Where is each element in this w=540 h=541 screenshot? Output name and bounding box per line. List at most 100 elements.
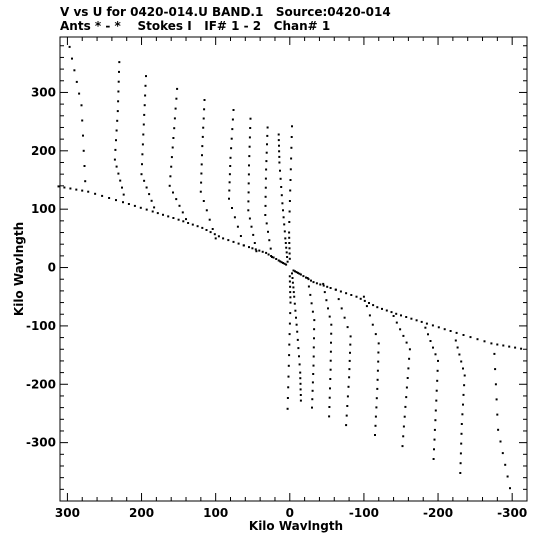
uv-point	[288, 242, 291, 244]
uv-point	[345, 424, 348, 427]
uv-point	[200, 172, 203, 175]
uv-point	[172, 191, 174, 194]
uv-point	[392, 315, 395, 317]
uv-point	[395, 312, 398, 315]
uv-point	[170, 156, 173, 159]
uv-point	[68, 45, 71, 48]
uv-point	[242, 244, 245, 247]
uv-point	[213, 233, 216, 236]
uv-point	[330, 341, 332, 344]
uv-point	[118, 61, 121, 64]
uv-point	[278, 150, 281, 153]
x-tick-label: 100	[203, 506, 228, 520]
uv-point	[272, 256, 275, 259]
uv-point	[408, 357, 411, 360]
uv-point	[101, 194, 104, 197]
uv-point	[376, 387, 379, 390]
uv-point	[162, 213, 164, 216]
uv-point	[121, 186, 123, 189]
uv-point	[315, 282, 318, 285]
uv-point	[69, 187, 72, 190]
uv-point	[368, 314, 371, 317]
uv-point	[288, 257, 291, 260]
uv-point	[285, 263, 288, 266]
uv-point	[328, 406, 331, 408]
uv-point	[311, 398, 314, 401]
uv-point	[153, 206, 156, 209]
uv-point	[372, 304, 375, 307]
uv-point	[312, 281, 315, 284]
uv-point	[288, 247, 291, 250]
y-axis-label: Kilo Wavlngth	[12, 222, 26, 316]
uv-point	[313, 319, 316, 322]
uv-point	[346, 405, 349, 407]
uv-point	[403, 415, 406, 418]
uv-point	[433, 438, 436, 441]
uv-point	[167, 215, 170, 218]
uv-point	[296, 271, 299, 274]
uv-point	[143, 113, 146, 116]
uv-point	[277, 259, 280, 262]
uv-point	[296, 338, 299, 341]
uv-point	[374, 424, 377, 427]
uv-point	[429, 340, 432, 342]
uv-point	[376, 306, 379, 309]
uv-point	[228, 173, 231, 176]
uv-point	[231, 128, 234, 131]
uv-point	[501, 452, 504, 455]
uv-point	[433, 428, 436, 431]
uv-point	[348, 359, 351, 362]
uv-point	[116, 119, 119, 122]
uv-point	[214, 237, 217, 240]
uv-point	[293, 302, 296, 305]
uv-point	[313, 337, 315, 340]
uv-point	[247, 191, 250, 194]
uv-point	[329, 378, 332, 380]
uv-point	[228, 181, 231, 184]
uv-point	[330, 332, 333, 335]
uv-point	[278, 161, 281, 164]
uv-point	[502, 344, 505, 347]
uv-point	[449, 330, 452, 332]
uv-point	[311, 310, 314, 313]
uv-point	[298, 355, 300, 358]
uv-point	[57, 185, 60, 188]
uv-point	[395, 321, 398, 324]
uv-point	[232, 109, 235, 111]
uv-point	[399, 328, 402, 331]
uv-point	[145, 208, 148, 211]
uv-point	[239, 235, 242, 237]
uv-point	[229, 165, 232, 167]
uv-point	[347, 385, 350, 388]
uv-point	[288, 210, 291, 213]
uv-point	[434, 419, 437, 422]
uv-point	[359, 297, 362, 300]
uv-point	[267, 230, 269, 233]
uv-point	[365, 305, 368, 308]
uv-point	[249, 127, 252, 129]
uv-point	[141, 153, 144, 156]
uv-point	[288, 200, 291, 202]
uv-point	[377, 342, 380, 345]
uv-point	[196, 225, 199, 228]
uv-point	[463, 374, 466, 377]
uv-point	[306, 277, 309, 279]
y-tick-label: 300	[31, 85, 56, 99]
uv-point	[122, 193, 125, 196]
uv-point	[265, 251, 268, 254]
uv-point	[329, 350, 332, 353]
uv-point	[375, 397, 378, 400]
uv-point	[374, 333, 377, 336]
uv-point	[494, 368, 497, 371]
uv-point	[329, 387, 331, 390]
uv-point	[280, 261, 283, 264]
uv-point	[82, 134, 84, 137]
uv-point	[459, 462, 462, 465]
uv-point	[455, 331, 458, 334]
uv-point	[201, 145, 204, 148]
uv-point	[151, 210, 154, 213]
uv-point	[312, 364, 315, 367]
uv-point	[326, 285, 329, 288]
uv-point	[405, 386, 408, 389]
uv-point	[230, 147, 233, 150]
